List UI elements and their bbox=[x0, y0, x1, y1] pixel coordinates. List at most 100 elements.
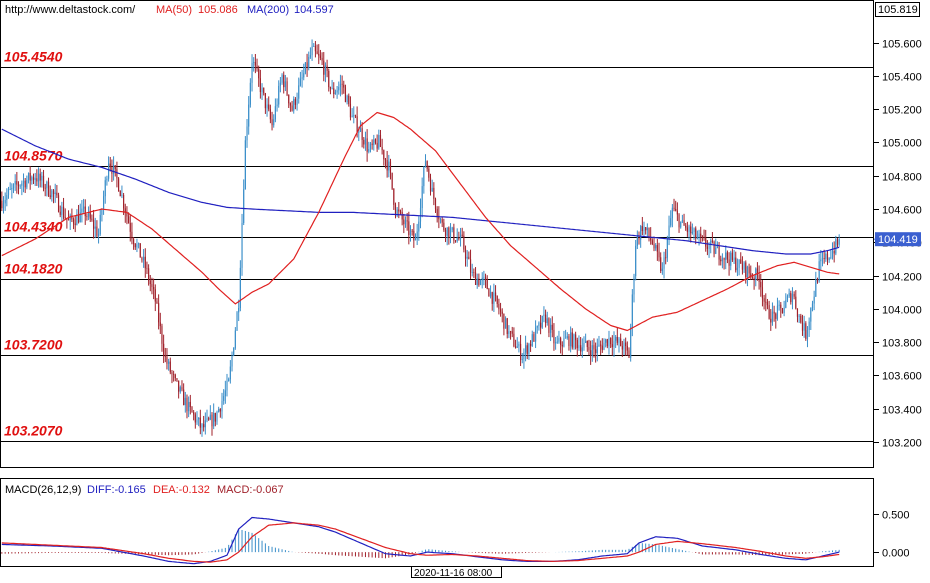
bull-candle bbox=[418, 221, 420, 232]
bull-candle bbox=[531, 334, 533, 346]
bear-candle bbox=[39, 173, 41, 181]
bear-candle bbox=[354, 115, 357, 117]
bull-candle bbox=[504, 318, 507, 329]
bear-candle bbox=[551, 324, 553, 330]
bear-candle bbox=[611, 344, 613, 348]
bear-candle bbox=[768, 305, 770, 319]
bear-candle bbox=[593, 345, 595, 350]
bull-candle bbox=[143, 256, 145, 261]
bear-candle bbox=[651, 240, 653, 245]
bear-candle bbox=[329, 87, 332, 89]
bear-candle bbox=[571, 332, 573, 348]
bear-candle bbox=[800, 315, 802, 323]
macd-name: MACD(26,12,9) bbox=[5, 484, 81, 496]
bull-candle bbox=[791, 293, 794, 303]
bull-candle bbox=[655, 245, 657, 249]
bull-candle bbox=[82, 206, 85, 209]
bear-candle bbox=[433, 187, 435, 199]
bull-candle bbox=[279, 82, 281, 86]
bear-candle bbox=[124, 208, 126, 213]
bull-candle bbox=[788, 293, 790, 297]
bear-candle bbox=[580, 345, 582, 352]
bear-candle bbox=[436, 208, 438, 216]
bear-candle bbox=[84, 206, 86, 217]
bear-candle bbox=[291, 105, 293, 111]
bull-candle bbox=[396, 209, 398, 215]
bear-candle bbox=[258, 68, 260, 79]
bear-candle bbox=[77, 214, 80, 223]
bull-candle bbox=[331, 88, 333, 90]
bull-candle bbox=[585, 340, 587, 343]
bull-candle bbox=[830, 257, 832, 259]
bull-candle bbox=[810, 308, 812, 322]
bull-candle bbox=[229, 366, 231, 380]
bull-candle bbox=[798, 315, 800, 317]
bear-candle bbox=[499, 309, 502, 312]
bear-candle bbox=[194, 414, 196, 423]
bear-candle bbox=[403, 219, 405, 225]
bull-candle bbox=[136, 244, 138, 248]
bull-candle bbox=[631, 294, 633, 328]
bull-candle bbox=[419, 208, 422, 222]
level-label: 104.1820 bbox=[4, 261, 63, 277]
bear-candle bbox=[494, 292, 497, 296]
bull-candle bbox=[680, 221, 682, 228]
bear-candle bbox=[123, 194, 125, 209]
bull-candle bbox=[573, 334, 575, 348]
bear-candle bbox=[129, 223, 131, 232]
bear-candle bbox=[144, 256, 146, 269]
site-url[interactable]: http://www.deltastock.com/ bbox=[5, 4, 136, 16]
bear-candle bbox=[173, 374, 175, 375]
bull-candle bbox=[246, 126, 248, 141]
bear-candle bbox=[703, 236, 705, 239]
bear-candle bbox=[57, 195, 60, 212]
bull-candle bbox=[778, 304, 780, 306]
bear-candle bbox=[386, 160, 388, 171]
price-tick-label: 104.600 bbox=[882, 205, 922, 217]
bull-candle bbox=[253, 62, 255, 63]
bull-candle bbox=[566, 336, 568, 338]
bull-candle bbox=[353, 115, 355, 117]
bull-candle bbox=[339, 83, 342, 87]
bear-candle bbox=[474, 272, 477, 285]
bear-candle bbox=[47, 181, 50, 196]
bull-candle bbox=[439, 219, 442, 221]
bull-candle bbox=[666, 239, 668, 258]
bear-candle bbox=[501, 311, 503, 314]
bull-candle bbox=[368, 149, 370, 152]
bull-candle bbox=[308, 57, 310, 68]
level-label: 103.2070 bbox=[4, 423, 63, 439]
bear-candle bbox=[151, 284, 153, 288]
bear-candle bbox=[401, 211, 403, 220]
bear-candle bbox=[199, 417, 201, 428]
bear-candle bbox=[453, 227, 455, 241]
bear-candle bbox=[36, 178, 38, 182]
bull-candle bbox=[811, 303, 814, 309]
bull-candle bbox=[31, 177, 33, 181]
bear-candle bbox=[321, 57, 323, 61]
bear-candle bbox=[648, 227, 650, 237]
bear-candle bbox=[793, 293, 795, 297]
bear-candle bbox=[745, 262, 747, 278]
bear-candle bbox=[665, 257, 667, 259]
bear-candle bbox=[740, 259, 742, 264]
bear-candle bbox=[790, 293, 792, 303]
bear-candle bbox=[343, 84, 345, 88]
bull-candle bbox=[241, 222, 243, 268]
bear-candle bbox=[748, 266, 750, 274]
bear-candle bbox=[399, 211, 402, 213]
bull-candle bbox=[378, 135, 380, 149]
bull-candle bbox=[213, 412, 215, 427]
bull-candle bbox=[693, 228, 695, 232]
bull-candle bbox=[618, 338, 620, 343]
bull-candle bbox=[696, 237, 698, 239]
bear-candle bbox=[319, 55, 322, 58]
bull-candle bbox=[681, 220, 683, 222]
bear-candle bbox=[560, 338, 562, 345]
bear-candle bbox=[323, 60, 325, 75]
bear-candle bbox=[711, 240, 713, 242]
bear-candle bbox=[683, 220, 685, 226]
bear-candle bbox=[118, 178, 120, 192]
bull-candle bbox=[27, 172, 30, 180]
